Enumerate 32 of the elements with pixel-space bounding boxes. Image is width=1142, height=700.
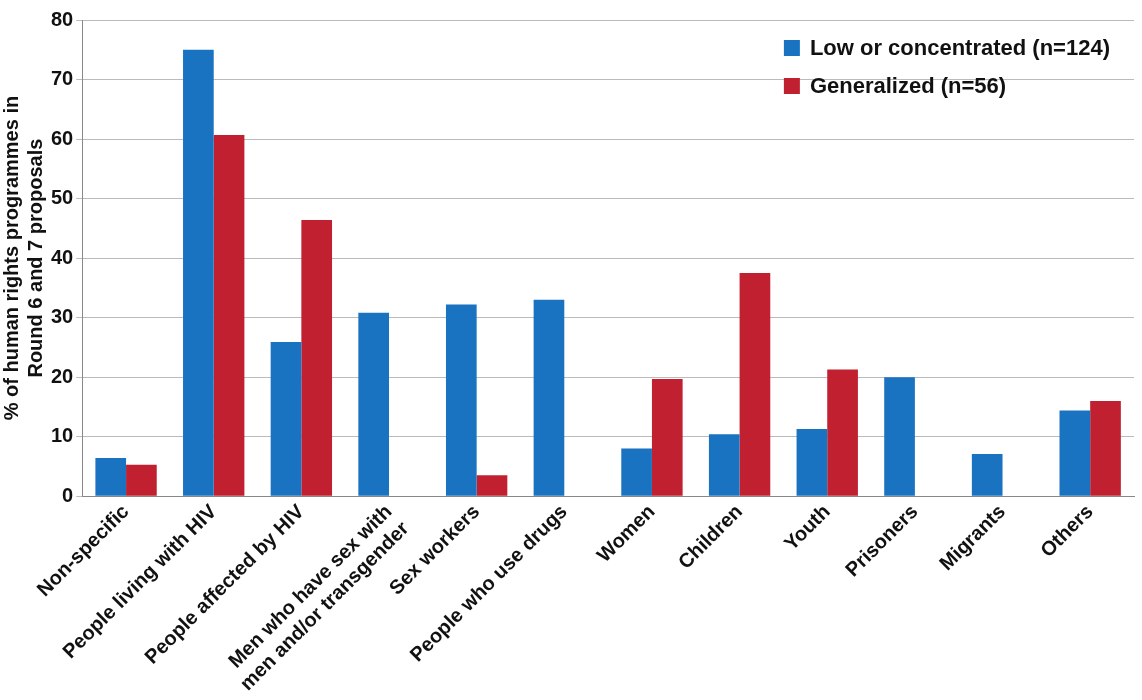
bar (971, 453, 1003, 496)
bar (1090, 400, 1121, 496)
y-tick-label: 20 (51, 364, 74, 387)
y-tick-label: 30 (51, 305, 74, 328)
bar (213, 134, 245, 496)
bar (270, 342, 302, 496)
bar (95, 458, 127, 496)
legend-label: Low or concentrated (n=124) (809, 35, 1111, 61)
bar (651, 378, 683, 496)
bar (739, 272, 771, 496)
bar (126, 464, 157, 496)
legend-label: Generalized (n=56) (809, 73, 1007, 99)
y-axis-title: % of human rights programmes in Round 6 and 7 proposals (0, 95, 46, 421)
bar (533, 299, 565, 496)
bar (621, 448, 652, 496)
y-tick-label: 0 (62, 483, 74, 506)
bar (708, 434, 740, 496)
bar (445, 304, 477, 496)
y-tick-label: 60 (51, 126, 74, 149)
bar (358, 312, 390, 496)
bar (301, 219, 333, 496)
bar (476, 475, 508, 496)
y-tick-label: 10 (51, 424, 74, 447)
y-tick-label: 40 (51, 245, 74, 268)
bar (827, 369, 858, 496)
bar (1059, 410, 1091, 496)
y-tick-label: 70 (51, 67, 74, 90)
y-tick-label: 80 (51, 7, 74, 30)
bar (796, 428, 828, 496)
bar (183, 49, 214, 496)
y-tick-label: 50 (51, 186, 74, 209)
bar (884, 377, 915, 496)
